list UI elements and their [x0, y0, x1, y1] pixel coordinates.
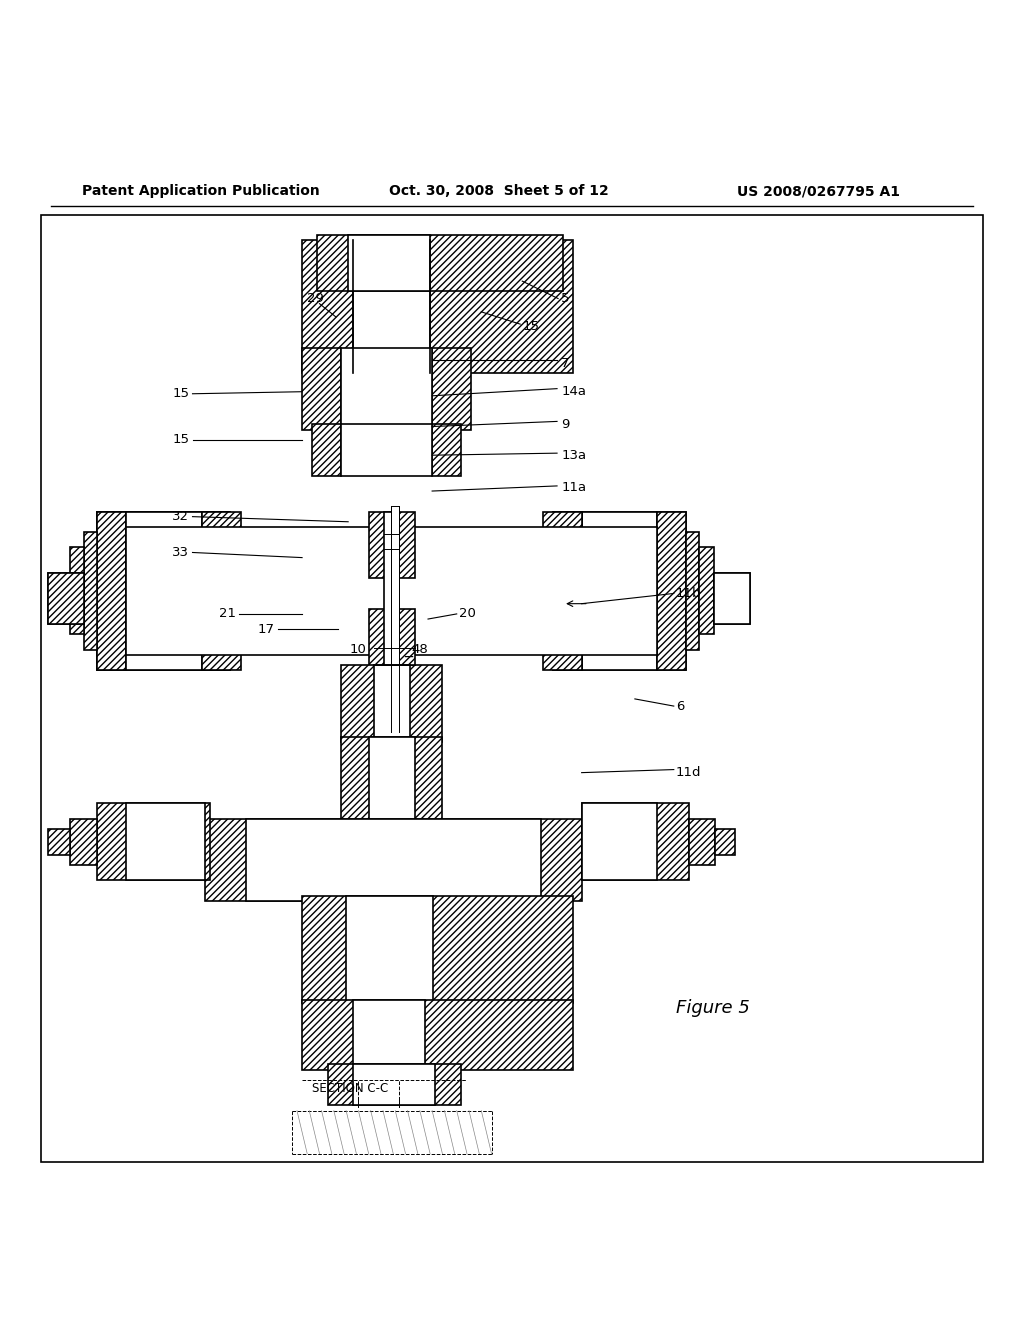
Bar [302, 347, 341, 429]
Bar [341, 425, 432, 475]
Bar [714, 573, 750, 624]
Bar [328, 1064, 461, 1105]
Bar [582, 804, 657, 880]
Text: 48: 48 [412, 643, 428, 656]
Bar [84, 532, 97, 649]
Bar [553, 512, 582, 671]
Text: 17: 17 [257, 623, 274, 636]
Bar [70, 548, 84, 635]
Bar [714, 573, 750, 624]
Text: 13a: 13a [561, 449, 587, 462]
Text: 9: 9 [561, 418, 569, 430]
Bar [686, 532, 699, 649]
Text: 7: 7 [561, 356, 569, 370]
Bar [341, 347, 432, 429]
Bar [312, 425, 341, 475]
Bar [432, 425, 461, 475]
Bar [353, 1001, 425, 1069]
Text: 33: 33 [172, 546, 189, 558]
Bar [302, 240, 573, 374]
Bar [543, 512, 582, 671]
Text: 6: 6 [676, 700, 684, 713]
Bar [97, 512, 230, 583]
Bar [369, 737, 415, 824]
Bar [432, 347, 471, 429]
Text: 11d: 11d [676, 766, 701, 779]
Bar [374, 665, 410, 742]
Bar [317, 235, 563, 292]
Bar [97, 512, 126, 671]
Text: 10: 10 [350, 643, 367, 656]
Bar [205, 818, 582, 900]
Text: 21: 21 [218, 607, 236, 620]
Bar [715, 829, 735, 854]
Text: Oct. 30, 2008  Sheet 5 of 12: Oct. 30, 2008 Sheet 5 of 12 [389, 183, 609, 198]
Text: 32: 32 [172, 510, 189, 523]
Bar [689, 818, 715, 865]
Text: 5: 5 [561, 292, 569, 305]
Bar [202, 512, 230, 671]
Bar [348, 235, 430, 292]
Bar [341, 737, 442, 824]
Text: 20: 20 [459, 607, 475, 620]
Text: SECTION C-C: SECTION C-C [312, 1082, 388, 1096]
Text: 11a: 11a [561, 482, 587, 495]
Bar [246, 818, 541, 900]
Bar [391, 507, 399, 731]
Text: Figure 5: Figure 5 [676, 999, 750, 1018]
Bar [582, 804, 689, 880]
Bar [48, 573, 84, 624]
Bar [202, 512, 241, 671]
Bar [126, 527, 657, 655]
Bar [126, 512, 202, 671]
Bar [302, 1001, 573, 1069]
Text: Patent Application Publication: Patent Application Publication [82, 183, 319, 198]
Bar [369, 512, 415, 578]
Bar [553, 512, 686, 671]
Text: 15: 15 [172, 433, 189, 446]
Bar [48, 829, 70, 854]
Bar [341, 665, 442, 742]
Text: 11b: 11b [676, 587, 701, 599]
Bar [353, 1064, 435, 1105]
Text: US 2008/0267795 A1: US 2008/0267795 A1 [737, 183, 900, 198]
Bar [657, 512, 686, 671]
Bar [97, 583, 230, 671]
Bar [97, 804, 210, 880]
Bar [97, 512, 230, 671]
Bar [48, 573, 84, 624]
Bar [699, 548, 714, 635]
Bar [126, 804, 205, 880]
Bar [582, 512, 657, 671]
Text: 15: 15 [522, 319, 540, 333]
Text: 15: 15 [172, 387, 189, 400]
Bar [353, 240, 430, 374]
Bar [384, 512, 399, 671]
Text: 29: 29 [307, 292, 324, 305]
Bar [369, 609, 415, 671]
Bar [302, 895, 573, 1003]
Text: 14a: 14a [561, 385, 586, 399]
Bar [346, 895, 433, 1003]
Bar [70, 818, 97, 865]
